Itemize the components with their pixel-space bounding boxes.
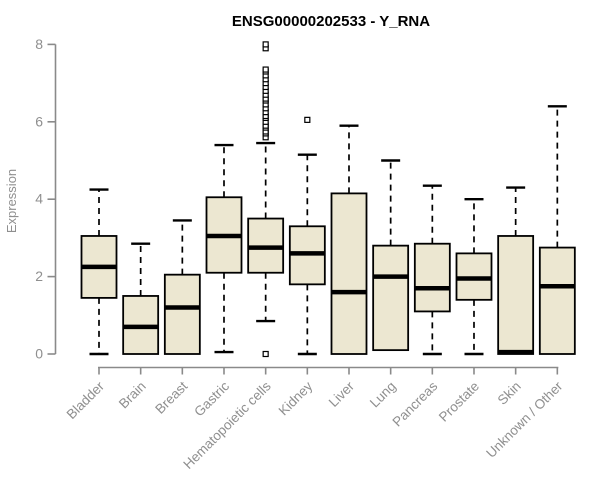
x-category-label: Lung [367, 379, 399, 411]
box-breast [163, 219, 201, 355]
x-category-label: Pancreas [390, 378, 441, 429]
x-category-label: Unknown / Other [483, 378, 566, 461]
chart-title: ENSG00000202533 - Y_RNA [232, 13, 430, 30]
y-tick-label: 8 [35, 36, 43, 52]
x-category-label: Bladder [64, 378, 108, 422]
box-brain [122, 242, 160, 355]
box-hematopoietic-cells [247, 41, 285, 358]
iqr-box [372, 244, 410, 352]
x-category-label: Kidney [276, 378, 316, 418]
x-category-label: Gastric [191, 378, 232, 419]
iqr-box [497, 235, 535, 355]
y-tick-label: 0 [35, 346, 43, 362]
box-prostate [455, 197, 493, 356]
x-category-label: Liver [326, 378, 358, 410]
iqr-box [330, 192, 368, 355]
y-tick-label: 2 [35, 268, 43, 284]
box-pancreas [413, 184, 451, 356]
box-bladder [80, 188, 118, 356]
box-liver [330, 124, 368, 355]
x-category-label: Breast [152, 378, 190, 416]
iqr-box [163, 273, 201, 355]
box-gastric [205, 143, 243, 354]
y-tick-label: 4 [35, 191, 43, 207]
x-category-label: Prostate [436, 379, 482, 425]
box-skin [497, 186, 535, 355]
box-lung [372, 159, 410, 352]
y-tick-label: 6 [35, 113, 43, 129]
box-kidney [288, 116, 326, 356]
outlier-point [262, 66, 269, 73]
iqr-box [413, 242, 451, 313]
outlier-point [304, 116, 311, 123]
x-category-label: Brain [116, 379, 149, 412]
outlier-point [262, 350, 269, 358]
iqr-box [538, 246, 576, 355]
outlier-point [262, 41, 269, 48]
box-unknown-other [538, 105, 576, 355]
y-axis-label: Expression [4, 169, 19, 233]
boxplot-marks-group [80, 41, 576, 358]
x-category-label: Skin [495, 379, 524, 408]
